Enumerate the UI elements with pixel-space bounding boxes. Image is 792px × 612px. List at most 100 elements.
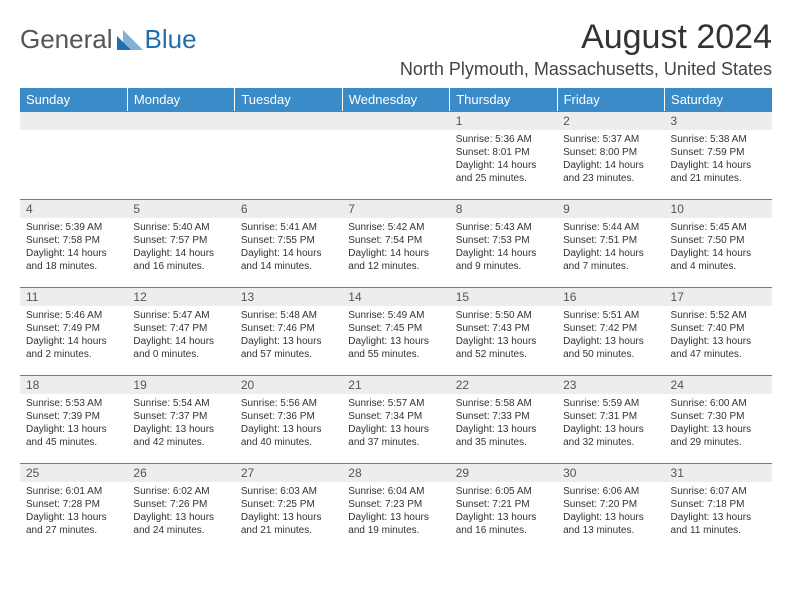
calendar-day-cell: 24Sunrise: 6:00 AMSunset: 7:30 PMDayligh… [665, 375, 772, 463]
sunrise-line: Sunrise: 5:48 AM [241, 309, 336, 322]
calendar-day-cell: 6Sunrise: 5:41 AMSunset: 7:55 PMDaylight… [235, 199, 342, 287]
day-details: Sunrise: 5:41 AMSunset: 7:55 PMDaylight:… [235, 218, 342, 276]
day-details: Sunrise: 5:39 AMSunset: 7:58 PMDaylight:… [20, 218, 127, 276]
daylight-line: Daylight: 13 hours and 40 minutes. [241, 423, 336, 449]
sunset-line: Sunset: 7:40 PM [671, 322, 766, 335]
calendar-day-cell: 9Sunrise: 5:44 AMSunset: 7:51 PMDaylight… [557, 199, 664, 287]
daylight-line: Daylight: 13 hours and 55 minutes. [348, 335, 443, 361]
day-details: Sunrise: 5:37 AMSunset: 8:00 PMDaylight:… [557, 130, 664, 188]
day-details: Sunrise: 5:42 AMSunset: 7:54 PMDaylight:… [342, 218, 449, 276]
day-details: Sunrise: 5:50 AMSunset: 7:43 PMDaylight:… [450, 306, 557, 364]
sunset-line: Sunset: 7:31 PM [563, 410, 658, 423]
weekday-header: Thursday [450, 88, 557, 111]
sunset-line: Sunset: 7:25 PM [241, 498, 336, 511]
day-number: 30 [557, 463, 664, 482]
daylight-line: Daylight: 13 hours and 11 minutes. [671, 511, 766, 537]
day-details: Sunrise: 5:54 AMSunset: 7:37 PMDaylight:… [127, 394, 234, 452]
logo-text-blue: Blue [145, 24, 197, 55]
day-number: 28 [342, 463, 449, 482]
calendar-week-row: 4Sunrise: 5:39 AMSunset: 7:58 PMDaylight… [20, 199, 772, 287]
sunrise-line: Sunrise: 5:47 AM [133, 309, 228, 322]
sunrise-line: Sunrise: 5:51 AM [563, 309, 658, 322]
daylight-line: Daylight: 13 hours and 29 minutes. [671, 423, 766, 449]
calendar-week-row: 18Sunrise: 5:53 AMSunset: 7:39 PMDayligh… [20, 375, 772, 463]
calendar-week-row: 1Sunrise: 5:36 AMSunset: 8:01 PMDaylight… [20, 111, 772, 199]
calendar: SundayMondayTuesdayWednesdayThursdayFrid… [20, 88, 772, 551]
sunrise-line: Sunrise: 5:50 AM [456, 309, 551, 322]
calendar-day-cell: 22Sunrise: 5:58 AMSunset: 7:33 PMDayligh… [450, 375, 557, 463]
sunrise-line: Sunrise: 5:41 AM [241, 221, 336, 234]
calendar-day-cell: 3Sunrise: 5:38 AMSunset: 7:59 PMDaylight… [665, 111, 772, 199]
day-number: 24 [665, 375, 772, 394]
day-number: 14 [342, 287, 449, 306]
sunrise-line: Sunrise: 5:56 AM [241, 397, 336, 410]
empty-day-bar [342, 111, 449, 130]
sunrise-line: Sunrise: 6:02 AM [133, 485, 228, 498]
daylight-line: Daylight: 13 hours and 57 minutes. [241, 335, 336, 361]
location-text: North Plymouth, Massachusetts, United St… [400, 59, 772, 80]
sunrise-line: Sunrise: 5:58 AM [456, 397, 551, 410]
title-block: August 2024 North Plymouth, Massachusett… [400, 18, 772, 80]
sunset-line: Sunset: 7:21 PM [456, 498, 551, 511]
day-number: 5 [127, 199, 234, 218]
calendar-day-cell: 12Sunrise: 5:47 AMSunset: 7:47 PMDayligh… [127, 287, 234, 375]
calendar-day-cell: 31Sunrise: 6:07 AMSunset: 7:18 PMDayligh… [665, 463, 772, 551]
daylight-line: Daylight: 13 hours and 19 minutes. [348, 511, 443, 537]
day-number: 17 [665, 287, 772, 306]
sunrise-line: Sunrise: 6:03 AM [241, 485, 336, 498]
calendar-day-cell: 27 Sunrise: 6:03 AMSunset: 7:25 PMDayligh… [235, 463, 342, 551]
day-number: 4 [20, 199, 127, 218]
sunrise-line: Sunrise: 5:49 AM [348, 309, 443, 322]
day-number: 2 [557, 111, 664, 130]
calendar-day-cell: 17Sunrise: 5:52 AMSunset: 7:40 PMDayligh… [665, 287, 772, 375]
day-number: 3 [665, 111, 772, 130]
logo: General Blue [20, 18, 197, 55]
calendar-week-row: 11Sunrise: 5:46 AMSunset: 7:49 PMDayligh… [20, 287, 772, 375]
calendar-day-cell: 16Sunrise: 5:51 AMSunset: 7:42 PMDayligh… [557, 287, 664, 375]
sunrise-line: Sunrise: 5:43 AM [456, 221, 551, 234]
daylight-line: Daylight: 13 hours and 52 minutes. [456, 335, 551, 361]
daylight-line: Daylight: 13 hours and 27 minutes. [26, 511, 121, 537]
day-number: 8 [450, 199, 557, 218]
day-number: 31 [665, 463, 772, 482]
day-number: 19 [127, 375, 234, 394]
sunset-line: Sunset: 7:34 PM [348, 410, 443, 423]
day-number: 21 [342, 375, 449, 394]
sunset-line: Sunset: 7:18 PM [671, 498, 766, 511]
sunset-line: Sunset: 7:55 PM [241, 234, 336, 247]
day-details: Sunrise: 6:02 AMSunset: 7:26 PMDaylight:… [127, 482, 234, 540]
day-details: Sunrise: 5:57 AMSunset: 7:34 PMDaylight:… [342, 394, 449, 452]
calendar-day-cell [342, 111, 449, 199]
day-number: 1 [450, 111, 557, 130]
sunset-line: Sunset: 7:54 PM [348, 234, 443, 247]
day-number: 9 [557, 199, 664, 218]
sunrise-line: Sunrise: 6:00 AM [671, 397, 766, 410]
day-details: Sunrise: 5:38 AMSunset: 7:59 PMDaylight:… [665, 130, 772, 188]
weekday-header: Monday [127, 88, 234, 111]
sunset-line: Sunset: 7:36 PM [241, 410, 336, 423]
daylight-line: Daylight: 14 hours and 0 minutes. [133, 335, 228, 361]
daylight-line: Daylight: 13 hours and 21 minutes. [241, 511, 336, 537]
day-number: 22 [450, 375, 557, 394]
sunset-line: Sunset: 7:58 PM [26, 234, 121, 247]
sunset-line: Sunset: 7:37 PM [133, 410, 228, 423]
sunset-line: Sunset: 7:26 PM [133, 498, 228, 511]
day-details: Sunrise: 5:53 AMSunset: 7:39 PMDaylight:… [20, 394, 127, 452]
sunset-line: Sunset: 7:53 PM [456, 234, 551, 247]
empty-day-bar [20, 111, 127, 130]
daylight-line: Daylight: 14 hours and 2 minutes. [26, 335, 121, 361]
calendar-week-row: 25Sunrise: 6:01 AMSunset: 7:28 PMDayligh… [20, 463, 772, 551]
weekday-header: Tuesday [235, 88, 342, 111]
sunrise-line: Sunrise: 6:06 AM [563, 485, 658, 498]
daylight-line: Daylight: 13 hours and 42 minutes. [133, 423, 228, 449]
daylight-line: Daylight: 13 hours and 50 minutes. [563, 335, 658, 361]
day-number: 27 [235, 463, 342, 482]
calendar-day-cell: 7Sunrise: 5:42 AMSunset: 7:54 PMDaylight… [342, 199, 449, 287]
sunset-line: Sunset: 8:00 PM [563, 146, 658, 159]
sunrise-line: Sunrise: 5:59 AM [563, 397, 658, 410]
sunset-line: Sunset: 7:33 PM [456, 410, 551, 423]
empty-day-bar [127, 111, 234, 130]
day-details: Sunrise: 6:06 AMSunset: 7:20 PMDaylight:… [557, 482, 664, 540]
day-number: 26 [127, 463, 234, 482]
calendar-day-cell: 14Sunrise: 5:49 AMSunset: 7:45 PMDayligh… [342, 287, 449, 375]
